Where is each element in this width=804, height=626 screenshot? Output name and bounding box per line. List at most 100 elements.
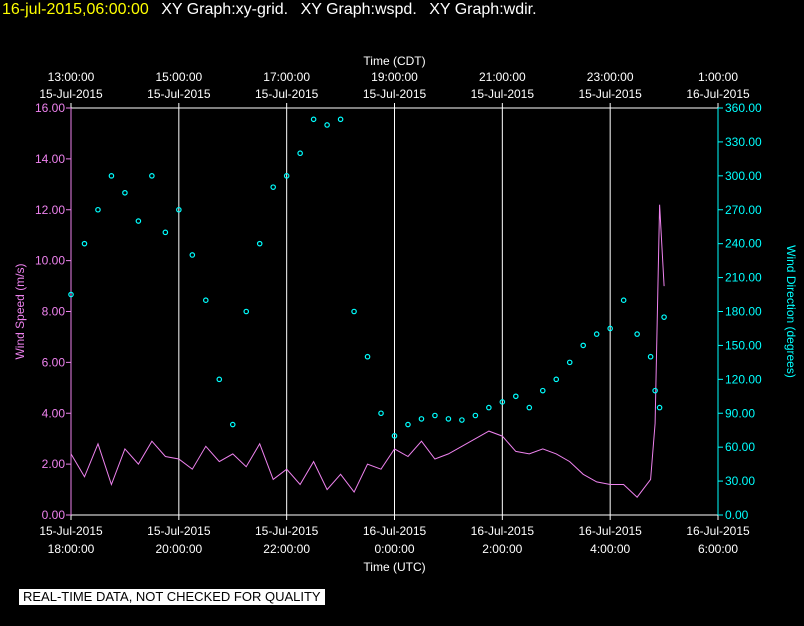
wind-direction-point <box>634 331 640 337</box>
top-tick-date: 15-Jul-2015 <box>255 87 319 101</box>
wind-direction-point <box>108 173 115 179</box>
top-tick-date: 16-Jul-2015 <box>686 87 750 101</box>
wind-direction-point <box>229 421 236 428</box>
wind-direction-point <box>607 325 613 332</box>
bottom-tick-date: 15-Jul-2015 <box>255 524 319 538</box>
wind-direction-point <box>445 416 452 422</box>
top-tick-time: 13:00:00 <box>48 70 95 84</box>
wind-direction-point <box>391 433 398 439</box>
header: 16-jul-2015,06:00:00 XY Graph:xy-grid. X… <box>2 1 537 19</box>
wind-direction-point <box>553 376 560 383</box>
bottom-tick-date: 16-Jul-2015 <box>578 524 642 538</box>
wind-direction-point <box>526 404 533 411</box>
wind-direction-point <box>337 116 344 123</box>
bottom-tick-time: 6:00:00 <box>698 542 738 556</box>
left-tick-label: 16.00 <box>35 101 65 115</box>
left-tick-label: 2.00 <box>42 457 66 471</box>
wind-direction-point <box>216 376 223 383</box>
wind-direction-point <box>283 173 290 179</box>
bottom-tick-time: 22:00:00 <box>263 542 310 556</box>
wind-direction-point <box>459 417 465 423</box>
right-tick-label: 150.00 <box>725 338 762 352</box>
right-tick-label: 360.00 <box>725 101 762 115</box>
wind-direction-point <box>661 314 667 320</box>
bottom-tick-date: 16-Jul-2015 <box>363 524 427 538</box>
wind-direction-point <box>310 116 317 123</box>
graph-name-wspd: XY Graph:wspd. <box>300 1 417 18</box>
bottom-tick-date: 15-Jul-2015 <box>39 524 103 538</box>
wind-direction-point <box>68 291 74 298</box>
top-tick-time: 15:00:00 <box>155 70 202 84</box>
wind-speed-line <box>70 204 665 498</box>
bottom-tick-time: 20:00:00 <box>155 542 202 556</box>
graph-name-grid: XY Graph:xy-grid. <box>161 1 289 18</box>
top-tick-date: 15-Jul-2015 <box>363 87 427 101</box>
wind-direction-point <box>324 122 330 128</box>
bottom-tick-date: 16-Jul-2015 <box>471 524 535 538</box>
wind-direction-point <box>243 308 250 315</box>
left-tick-label: 10.00 <box>35 254 65 268</box>
top-tick-time: 1:00:00 <box>698 70 738 84</box>
right-tick-label: 60.00 <box>725 440 755 454</box>
wind-direction-point <box>122 189 128 196</box>
wind-direction-point <box>256 240 263 247</box>
right-axis-label: Wind Direction (degrees) <box>784 245 798 378</box>
wind-direction-point <box>81 240 88 247</box>
left-tick-label: 6.00 <box>42 355 66 369</box>
wind-direction-point <box>95 206 101 213</box>
wind-direction-point <box>486 404 492 411</box>
left-tick-label: 0.00 <box>42 508 66 522</box>
top-tick-date: 15-Jul-2015 <box>147 87 211 101</box>
wind-direction-point <box>176 206 182 213</box>
wind-direction-point <box>513 393 519 400</box>
wind-direction-point <box>189 252 196 258</box>
left-tick-label: 8.00 <box>42 305 66 319</box>
graph-name-wdir: XY Graph:wdir. <box>429 1 537 18</box>
left-axis-label: Wind Speed (m/s) <box>13 263 27 359</box>
top-tick-time: 19:00:00 <box>371 70 418 84</box>
wind-direction-point <box>418 416 425 422</box>
bottom-tick-time: 2:00:00 <box>482 542 522 556</box>
wind-direction-point <box>149 173 155 179</box>
right-tick-label: 240.00 <box>725 237 762 251</box>
wind-direction-point <box>351 308 357 315</box>
wind-direction-point <box>270 184 276 190</box>
wind-direction-point <box>620 297 627 303</box>
bottom-tick-date: 15-Jul-2015 <box>147 524 211 538</box>
wind-direction-point <box>593 331 600 337</box>
bottom-axis-label: Time (UTC) <box>363 560 425 574</box>
wind-direction-point <box>499 399 506 405</box>
left-tick-label: 12.00 <box>35 203 65 217</box>
wind-direction-point <box>647 353 654 360</box>
wind-direction-point <box>539 387 546 394</box>
bottom-tick-time: 0:00:00 <box>374 542 414 556</box>
wind-direction-point <box>472 412 479 419</box>
right-tick-label: 300.00 <box>725 169 762 183</box>
top-tick-time: 23:00:00 <box>587 70 634 84</box>
top-tick-date: 15-Jul-2015 <box>471 87 535 101</box>
wind-direction-point <box>566 359 573 366</box>
top-tick-time: 21:00:00 <box>479 70 526 84</box>
wind-direction-point <box>202 297 209 303</box>
left-tick-label: 14.00 <box>35 152 65 166</box>
right-tick-label: 30.00 <box>725 474 755 488</box>
right-tick-label: 180.00 <box>725 305 762 319</box>
right-tick-label: 0.00 <box>725 508 749 522</box>
bottom-tick-time: 4:00:00 <box>590 542 630 556</box>
wind-direction-point <box>297 150 303 157</box>
top-tick-date: 15-Jul-2015 <box>578 87 642 101</box>
wind-direction-point <box>652 387 658 394</box>
wind-direction-point <box>580 342 587 349</box>
left-tick-label: 4.00 <box>42 406 66 420</box>
top-tick-date: 15-Jul-2015 <box>39 87 103 101</box>
wind-direction-point <box>378 410 384 417</box>
right-tick-label: 120.00 <box>725 372 762 386</box>
right-tick-label: 330.00 <box>725 135 762 149</box>
timestamp: 16-jul-2015,06:00:00 <box>2 1 149 18</box>
top-tick-time: 17:00:00 <box>263 70 310 84</box>
wind-direction-point <box>162 229 169 236</box>
disclaimer: REAL-TIME DATA, NOT CHECKED FOR QUALITY <box>19 589 325 605</box>
wind-direction-point <box>405 421 411 428</box>
bottom-tick-date: 16-Jul-2015 <box>686 524 750 538</box>
